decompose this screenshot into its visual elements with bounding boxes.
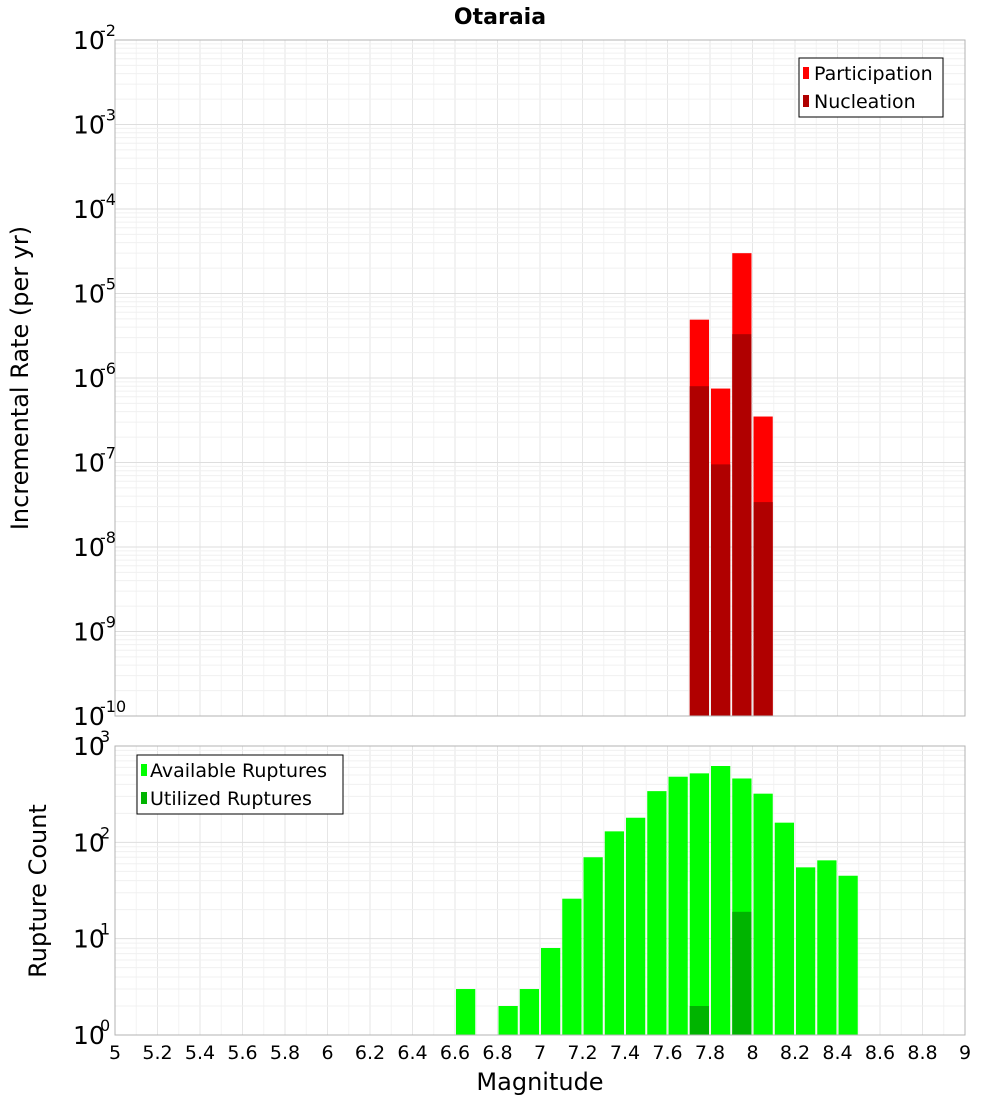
bottom-bar-available-ruptures bbox=[562, 898, 582, 1035]
top-y-tick-exponent: -4 bbox=[100, 190, 116, 209]
bottom-legend-box bbox=[136, 754, 344, 815]
x-tick-label: 7 bbox=[534, 1042, 546, 1064]
bottom-bar-available-ruptures bbox=[817, 860, 837, 1035]
bottom-bar-available-ruptures bbox=[626, 817, 646, 1035]
top-y-axis-label: Incremental Rate (per yr) bbox=[6, 226, 34, 530]
x-tick-label: 7.6 bbox=[652, 1042, 682, 1064]
x-tick-label: 8.2 bbox=[780, 1042, 810, 1064]
x-tick-label: 5.6 bbox=[227, 1042, 257, 1064]
top-bar-nucleation bbox=[689, 386, 709, 716]
legend-nucleation-label: Nucleation bbox=[814, 91, 916, 113]
top-y-tick-label: 10 bbox=[73, 618, 105, 647]
x-tick-label: 8 bbox=[746, 1042, 758, 1064]
bottom-bar-utilized-ruptures bbox=[732, 911, 752, 1035]
top-bar-nucleation bbox=[753, 502, 773, 716]
bottom-y-tick-exponent: 0 bbox=[100, 1016, 110, 1035]
top-y-tick-label: 10 bbox=[73, 449, 105, 478]
legend-participation-swatch bbox=[803, 67, 809, 79]
chart-title: Otaraia bbox=[454, 5, 546, 30]
legend-available-ruptures-label: Available Ruptures bbox=[150, 760, 327, 782]
bottom-bar-available-ruptures bbox=[604, 831, 624, 1035]
x-tick-label: 8.8 bbox=[907, 1042, 937, 1064]
bottom-y-tick-label: 10 bbox=[73, 732, 105, 761]
x-tick-label: 5.2 bbox=[142, 1042, 172, 1064]
bottom-bar-available-ruptures bbox=[498, 1006, 518, 1035]
x-tick-label: 8.4 bbox=[822, 1042, 852, 1064]
top-y-tick-label: 10 bbox=[73, 533, 105, 562]
top-bar-nucleation bbox=[711, 464, 731, 716]
bottom-bar-available-ruptures bbox=[711, 765, 731, 1035]
bottom-plot-frame bbox=[114, 745, 966, 1036]
top-y-tick-label: 10 bbox=[73, 195, 105, 224]
legend-participation-label: Participation bbox=[814, 63, 933, 85]
legend-utilized-ruptures-swatch bbox=[141, 792, 147, 804]
top-legend: Participation Nucleation bbox=[798, 57, 944, 118]
top-gridlines bbox=[114, 40, 966, 717]
legend-available-ruptures-swatch bbox=[141, 764, 147, 776]
bottom-bar-available-ruptures bbox=[583, 857, 603, 1035]
x-tick-label: 6.2 bbox=[355, 1042, 385, 1064]
bottom-y-tick-label: 10 bbox=[73, 925, 105, 954]
bottom-bars bbox=[456, 765, 858, 1035]
bottom-y-tick-exponent: 3 bbox=[100, 727, 110, 746]
bottom-bar-available-ruptures bbox=[753, 793, 773, 1035]
top-y-tick-exponent: -3 bbox=[100, 106, 116, 125]
top-y-tick-exponent: -2 bbox=[100, 21, 116, 40]
bottom-bar-available-ruptures bbox=[689, 773, 709, 1035]
bottom-y-axis-label: Rupture Count bbox=[24, 804, 52, 978]
top-y-tick-exponent: -7 bbox=[100, 444, 116, 463]
bottom-bar-available-ruptures bbox=[774, 822, 794, 1035]
top-y-tick-label: 10 bbox=[73, 280, 105, 309]
top-y-tick-label: 10 bbox=[73, 364, 105, 393]
x-tick-label: 9 bbox=[959, 1042, 971, 1064]
top-legend-box bbox=[798, 57, 944, 118]
top-bar-nucleation bbox=[732, 334, 752, 716]
bottom-y-tick-label: 10 bbox=[73, 828, 105, 857]
top-plot-frame bbox=[114, 39, 966, 717]
bottom-bar-available-ruptures bbox=[541, 948, 561, 1035]
bottom-bar-available-ruptures bbox=[456, 989, 476, 1035]
top-bars bbox=[689, 253, 773, 716]
bottom-y-tick-exponent: 1 bbox=[100, 920, 110, 939]
x-tick-label: 6.4 bbox=[397, 1042, 427, 1064]
x-tick-label: 7.4 bbox=[610, 1042, 640, 1064]
x-tick-label: 6.6 bbox=[440, 1042, 470, 1064]
bottom-bar-available-ruptures bbox=[838, 875, 858, 1035]
top-y-tick-label: 10 bbox=[73, 702, 105, 731]
x-tick-label: 7.2 bbox=[567, 1042, 597, 1064]
x-tick-label: 7.8 bbox=[695, 1042, 725, 1064]
bottom-bar-available-ruptures bbox=[519, 989, 539, 1035]
x-tick-label: 8.6 bbox=[865, 1042, 895, 1064]
bottom-bar-available-ruptures bbox=[796, 867, 816, 1035]
bottom-bar-available-ruptures bbox=[647, 791, 667, 1035]
bottom-y-tick-label: 10 bbox=[73, 1021, 105, 1050]
bottom-bar-utilized-ruptures bbox=[689, 1006, 709, 1035]
legend-utilized-ruptures-label: Utilized Ruptures bbox=[150, 788, 312, 810]
top-y-tick-label: 10 bbox=[73, 111, 105, 140]
top-y-tick-exponent: -9 bbox=[100, 613, 116, 632]
legend-nucleation-swatch bbox=[803, 95, 809, 107]
x-tick-label: 5 bbox=[109, 1042, 121, 1064]
bottom-y-tick-exponent: 2 bbox=[100, 823, 110, 842]
top-y-tick-exponent: -10 bbox=[100, 697, 126, 716]
top-y-tick-exponent: -8 bbox=[100, 528, 116, 547]
top-y-tick-exponent: -6 bbox=[100, 359, 116, 378]
x-tick-labels: 5 5.2 5.4 5.6 5.8 6 6.2 6.4 6.6 6.8 7 7.2 7.4 7.6 7.8 8… bbox=[109, 1042, 971, 1064]
x-tick-label: 6.8 bbox=[482, 1042, 512, 1064]
top-y-tick-label: 10 bbox=[73, 26, 105, 55]
x-tick-label: 5.4 bbox=[185, 1042, 215, 1064]
top-y-tick-labels: 10-210-310-410-510-610-710-810-910-10 bbox=[73, 21, 126, 731]
bottom-legend: Available Ruptures Utilized Ruptures bbox=[136, 754, 344, 815]
x-axis-label: Magnitude bbox=[476, 1068, 603, 1096]
x-tick-label: 5.8 bbox=[270, 1042, 300, 1064]
x-tick-label: 6 bbox=[321, 1042, 333, 1064]
top-y-tick-exponent: -5 bbox=[100, 275, 116, 294]
bottom-bar-available-ruptures bbox=[668, 776, 688, 1035]
